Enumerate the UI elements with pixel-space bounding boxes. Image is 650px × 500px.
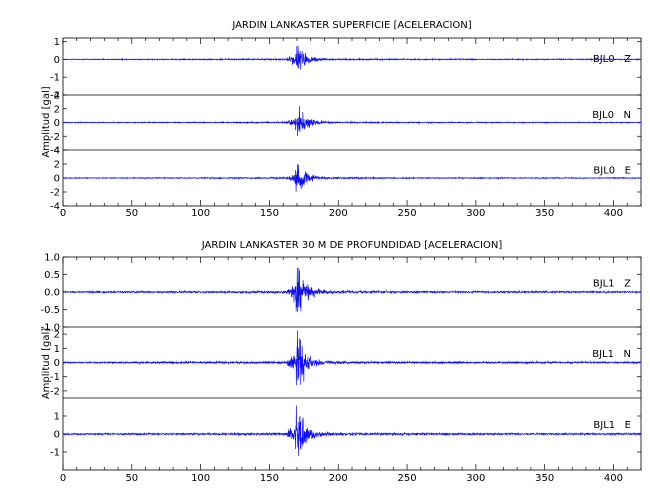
channel-label: BJL0 N [592,110,631,121]
y-tick-label: 0 [54,118,60,129]
chart-title: JARDIN LANKASTER 30 M DE PROFUNDIDAD [AC… [201,240,503,251]
x-tick-label: 100 [191,208,210,219]
y-tick-label: 4 [54,146,60,157]
panel-2: 2 1 0 -1 -2 BJL1 N [50,326,642,397]
y-tick-label: 0 [54,55,60,66]
y-tick-label: -1.0 [40,323,60,334]
y-tick-label: 1.0 [44,253,60,264]
waveform-trace [62,267,642,313]
x-tick-label: 400 [604,208,623,219]
y-tick-label: 0.0 [44,288,60,299]
y-tick-label: 2 [54,104,60,115]
y-axis-label: Amplitud [gal] [41,86,52,157]
channel-label: BJL0 E [593,166,631,177]
y-tick-label: 0.5 [44,270,60,281]
y-tick-label: -4 [50,202,60,213]
panel-3: 4 2 0 -2 -4 BJL0 E [50,146,642,213]
panel-1: 1.0 0.5 0.0 -0.5 -1.0 BJL1 Z [40,253,642,334]
y-tick-label: -1 [50,73,60,84]
y-tick-label: 0 [54,358,60,369]
x-tick-label: 0 [60,208,66,219]
x-tick-label: 100 [191,473,210,484]
y-tick-label: 1 [54,344,60,355]
channel-label: BJL1 Z [593,278,631,289]
x-tick-label: 250 [398,473,417,484]
plot-frame [62,256,642,471]
x-tick-label: 300 [466,473,485,484]
x-tick-label: 200 [329,473,348,484]
y-tick-label: -2 [50,132,60,143]
y-tick-label: 0 [54,430,60,441]
y-tick-label: -0.5 [40,305,60,316]
waveform-trace [62,105,642,136]
x-tick-label: 150 [260,473,279,484]
y-tick-label: -2 [50,188,60,199]
x-tick-label: 50 [125,473,138,484]
y-tick-label: -1 [50,372,60,383]
waveform-trace [62,45,642,70]
waveform-trace [62,330,642,386]
waveform-trace [62,163,642,192]
y-tick-label: -2 [50,91,60,102]
channel-label: BJL1 E [593,420,631,431]
x-tick-label: 350 [535,208,554,219]
chart-title: JARDIN LANKASTER SUPERFICIE [ACELERACION… [231,20,471,31]
chart-2: JARDIN LANKASTER 30 M DE PROFUNDIDAD [AC… [40,240,642,484]
y-tick-label: 1 [54,412,60,423]
waveform-trace [62,405,642,456]
x-tick-label: 200 [329,208,348,219]
y-tick-label: -1 [50,448,60,459]
x-tick-label: 150 [260,208,279,219]
y-tick-label: 4 [54,91,60,102]
y-tick-label: 1 [54,37,60,48]
y-tick-label: 0 [54,174,60,185]
y-tick-label: 2 [54,330,60,341]
y-tick-label: -4 [50,146,60,157]
y-axis-label: Amplitud [gal] [41,328,52,399]
y-tick-label: -2 [50,386,60,397]
x-tick-label: 250 [398,208,417,219]
chart-1: JARDIN LANKASTER SUPERFICIE [ACELERACION… [41,20,642,219]
x-tick-label: 0 [60,473,66,484]
panel-3: 1 0 -1 BJL1 E [50,397,642,459]
x-tick-label: 350 [535,473,554,484]
y-tick-label: 2 [54,160,60,171]
panel-2: 4 2 0 -2 -4 BJL0 N [50,91,642,157]
x-tick-label: 300 [466,208,485,219]
x-tick-label: 400 [604,473,623,484]
channel-label: BJL1 N [592,349,631,360]
x-tick-label: 50 [125,208,138,219]
